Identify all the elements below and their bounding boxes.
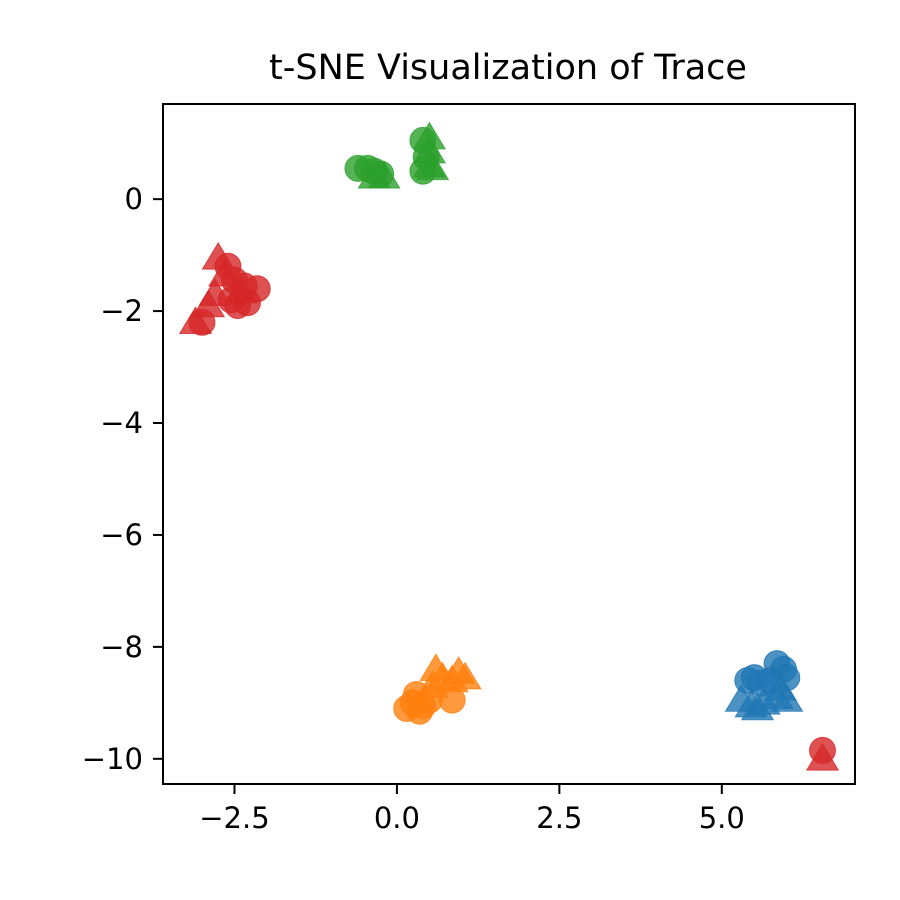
- plot-area: [178, 121, 840, 771]
- scatter-point-triangle: [208, 258, 242, 287]
- scatter-point-circle: [406, 697, 434, 725]
- scatter-point-triangle: [805, 742, 840, 771]
- scatter-point-triangle: [367, 160, 401, 189]
- y-axis: 0 −2 −4 −6 −8 −10: [82, 182, 163, 776]
- scatter-point-triangle: [763, 672, 797, 701]
- x-tick-label: 5.0: [699, 801, 745, 835]
- y-tick-label: 0: [125, 182, 143, 216]
- chart-title: t-SNE Visualization of Trace: [269, 48, 747, 88]
- axes-frame: [162, 103, 856, 785]
- x-tick-label: −2.5: [199, 801, 269, 835]
- x-tick-label: 0.0: [374, 801, 420, 835]
- scatter-point-triangle: [412, 149, 447, 178]
- scatter-point-triangle: [178, 306, 213, 335]
- y-tick-label: −6: [100, 518, 143, 552]
- scatter-point-triangle: [224, 275, 258, 304]
- scatter-point-triangle: [448, 661, 482, 690]
- y-tick-label: −2: [100, 294, 143, 328]
- x-axis: −2.5 0.0 2.5 5.0: [199, 784, 745, 835]
- x-tick-label: 2.5: [536, 801, 582, 835]
- y-tick-label: −10: [82, 742, 143, 776]
- y-tick-label: −4: [100, 406, 143, 440]
- scatter-point-triangle: [191, 289, 226, 318]
- y-tick-label: −8: [100, 630, 143, 664]
